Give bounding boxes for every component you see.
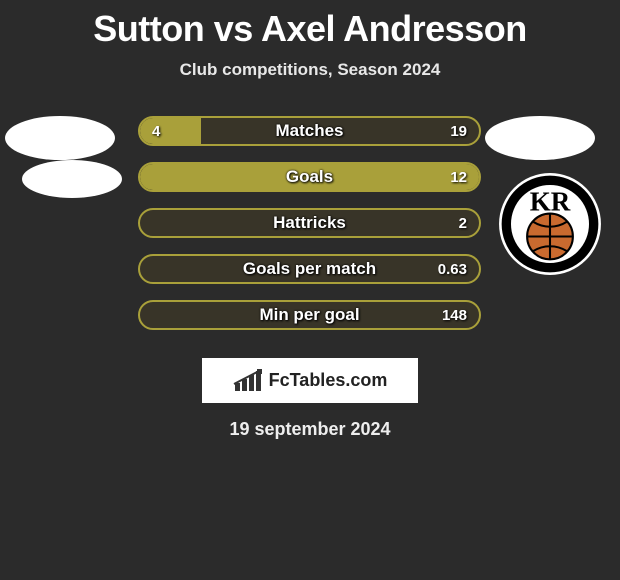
date-label: 19 september 2024 bbox=[0, 419, 620, 440]
stat-value-right: 2 bbox=[459, 210, 467, 236]
subtitle: Club competitions, Season 2024 bbox=[0, 60, 620, 80]
club-logo: KR bbox=[498, 172, 602, 276]
stat-row: Min per goal148 bbox=[138, 300, 481, 330]
stat-bars: 4Matches19 Goals12 Hattricks2 Goals per mat… bbox=[138, 116, 481, 346]
player-left-avatar-placeholder-2 bbox=[22, 160, 122, 198]
stat-label: Min per goal bbox=[140, 302, 479, 328]
stat-label: Matches bbox=[140, 118, 479, 144]
stat-label: Hattricks bbox=[140, 210, 479, 236]
stat-value-right: 12 bbox=[450, 164, 467, 190]
player-right-avatar-placeholder bbox=[485, 116, 595, 160]
stat-label: Goals bbox=[140, 164, 479, 190]
page-title: Sutton vs Axel Andresson bbox=[0, 0, 620, 50]
brand-box[interactable]: FcTables.com bbox=[202, 358, 418, 403]
stat-row: Hattricks2 bbox=[138, 208, 481, 238]
stats-area: KR 4Matches19 Goals12 Hattricks2 Goals per … bbox=[0, 116, 620, 346]
brand-label: FcTables.com bbox=[269, 370, 388, 391]
stat-row: 4Matches19 bbox=[138, 116, 481, 146]
stat-value-right: 19 bbox=[450, 118, 467, 144]
stat-row: Goals per match0.63 bbox=[138, 254, 481, 284]
player-left-avatar-placeholder bbox=[5, 116, 115, 160]
stat-value-right: 148 bbox=[442, 302, 467, 328]
svg-text:KR: KR bbox=[530, 186, 571, 216]
stat-label: Goals per match bbox=[140, 256, 479, 282]
brand-chart-icon bbox=[233, 366, 265, 396]
club-logo-svg: KR bbox=[498, 172, 602, 276]
stat-value-right: 0.63 bbox=[438, 256, 467, 282]
stat-row: Goals12 bbox=[138, 162, 481, 192]
